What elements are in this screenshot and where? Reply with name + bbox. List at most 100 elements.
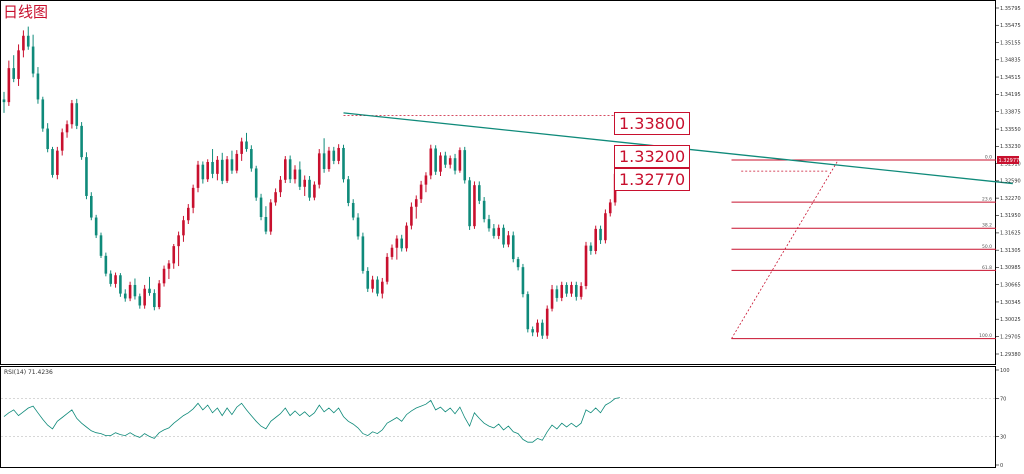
- rsi-axis-label: 30: [1000, 434, 1006, 440]
- candle-body: [434, 148, 437, 172]
- candle-body: [579, 286, 583, 297]
- candle-body: [7, 68, 11, 103]
- candle-body: [104, 255, 108, 274]
- candle-body: [201, 164, 205, 180]
- candle-body: [143, 288, 146, 306]
- fib-level-label: 38.2: [982, 223, 992, 229]
- candle-body: [167, 263, 171, 269]
- candle-body: [511, 235, 515, 260]
- candle-body: [385, 256, 389, 282]
- candle-body: [298, 169, 302, 187]
- candle-body: [274, 192, 277, 203]
- price-axis-label: 1.33230: [1000, 144, 1021, 150]
- candle-body: [570, 284, 573, 294]
- price-axis-label: 1.35155: [1000, 40, 1021, 46]
- fib-level-label: 100.0: [979, 333, 992, 339]
- candle-body: [497, 227, 500, 236]
- candle-body: [347, 179, 350, 203]
- candle-body: [65, 124, 69, 133]
- candle-body: [75, 103, 79, 126]
- candle-body: [361, 236, 365, 271]
- price-axis-label: 1.34195: [1000, 92, 1021, 98]
- candle-body: [259, 197, 263, 218]
- price-axis-label: 1.29380: [1000, 352, 1021, 358]
- candle-body: [458, 150, 462, 171]
- rsi-panel-frame: [0, 366, 996, 468]
- candle-body: [60, 132, 64, 151]
- price-axis-label: 1.32270: [1000, 196, 1021, 202]
- candle-body: [133, 284, 137, 297]
- rsi-line: [3, 397, 620, 443]
- price-axis-label: 1.33550: [1000, 127, 1021, 133]
- candle-body: [177, 235, 180, 247]
- candle-body: [114, 275, 117, 284]
- price-axis-label: 1.32590: [1000, 179, 1021, 185]
- price-axis-label: 1.31305: [1000, 248, 1021, 254]
- rsi-label: RSI(14) 71.4236: [4, 369, 53, 376]
- main-panel-frame: [0, 0, 996, 365]
- price-axis-label: 1.34835: [1000, 58, 1021, 64]
- rsi-axis: 100 70 30 0: [996, 368, 1010, 469]
- candle-body: [128, 284, 132, 299]
- candle-body: [211, 161, 214, 174]
- candle-body: [444, 155, 447, 165]
- candle-body: [424, 175, 428, 185]
- candle-body: [507, 235, 510, 245]
- candle-body: [264, 217, 268, 232]
- price-annotation-3: 1.32770: [614, 168, 691, 191]
- candle-body: [429, 148, 433, 176]
- candle-body: [555, 289, 559, 298]
- candle-body: [608, 202, 612, 214]
- fib-diagonal: [731, 159, 839, 339]
- candle-body: [148, 288, 151, 294]
- candle-body: [230, 159, 234, 171]
- candle-body: [463, 150, 467, 181]
- candle-body: [269, 202, 273, 232]
- candle-body: [293, 169, 297, 180]
- candle-body: [284, 159, 287, 180]
- candlestick-series: [2, 26, 622, 339]
- candle-body: [594, 228, 597, 251]
- candle-body: [196, 164, 200, 188]
- candle-body: [119, 275, 122, 294]
- candle-body: [376, 279, 379, 294]
- price-axis-label: 1.35475: [1000, 23, 1021, 29]
- candle-body: [303, 179, 306, 187]
- candle-body: [351, 202, 355, 218]
- current-price-marker: [997, 155, 1019, 164]
- rsi-axis-label: 100: [1000, 368, 1010, 374]
- candle-body: [327, 150, 331, 169]
- candle-body: [250, 149, 253, 169]
- candle-body: [31, 46, 35, 74]
- price-axis-label: 1.30025: [1000, 317, 1021, 323]
- candle-body: [478, 185, 481, 201]
- candle-body: [17, 50, 20, 79]
- fib-level-label: 23.6: [982, 197, 992, 203]
- candle-body: [235, 153, 239, 171]
- candle-body: [526, 294, 530, 330]
- candle-body: [220, 159, 224, 181]
- candle-body: [26, 35, 30, 47]
- candle-body: [448, 158, 452, 165]
- candle-body: [46, 128, 49, 150]
- candle-body: [172, 246, 176, 264]
- price-axis-label: 1.34515: [1000, 75, 1021, 81]
- candle-body: [308, 179, 311, 198]
- candle-body: [245, 141, 248, 150]
- candle-body: [482, 200, 486, 220]
- candle-body: [288, 159, 292, 180]
- candle-body: [366, 270, 370, 289]
- candle-body: [157, 283, 161, 308]
- reference-lines: [343, 115, 829, 172]
- candle-body: [216, 159, 219, 174]
- candle-body: [371, 279, 374, 289]
- current-price-label: 1.32977: [999, 158, 1020, 164]
- fib-level-label: 61.8: [982, 265, 992, 271]
- candle-body: [550, 289, 554, 309]
- candle-body: [390, 247, 394, 257]
- candle-body: [419, 184, 423, 200]
- candle-body: [453, 158, 457, 171]
- candle-body: [322, 153, 326, 169]
